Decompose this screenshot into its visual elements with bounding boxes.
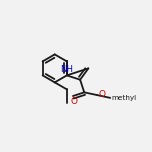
Text: NH: NH <box>60 65 73 74</box>
Text: methyl: methyl <box>111 95 136 101</box>
Text: O: O <box>98 90 105 99</box>
Text: O: O <box>70 97 77 106</box>
